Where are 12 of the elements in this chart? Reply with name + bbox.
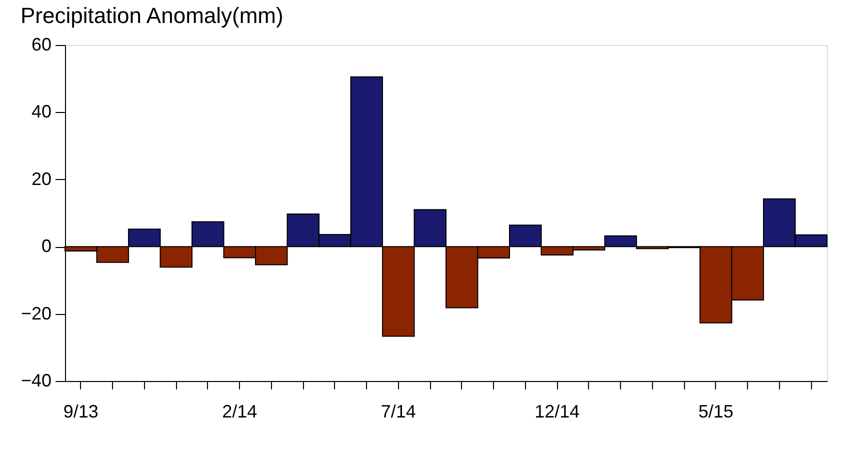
x-tick-label: 7/14 xyxy=(380,402,416,422)
y-tick-label: 40 xyxy=(31,102,52,122)
y-tick-label: 0 xyxy=(41,236,52,256)
y-tick-label: 20 xyxy=(31,168,52,189)
x-tick-label: 5/15 xyxy=(698,402,734,422)
x-tick-label: 12/14 xyxy=(534,402,580,422)
x-tick-label: 9/13 xyxy=(63,402,98,422)
y-tick-label: 60 xyxy=(31,34,52,54)
x-tick-label: 2/14 xyxy=(222,402,258,422)
chart-title: Precipitation Anomaly(mm) xyxy=(20,3,284,28)
y-tick-label: −20 xyxy=(20,303,52,324)
y-tick-label: −40 xyxy=(20,370,52,390)
